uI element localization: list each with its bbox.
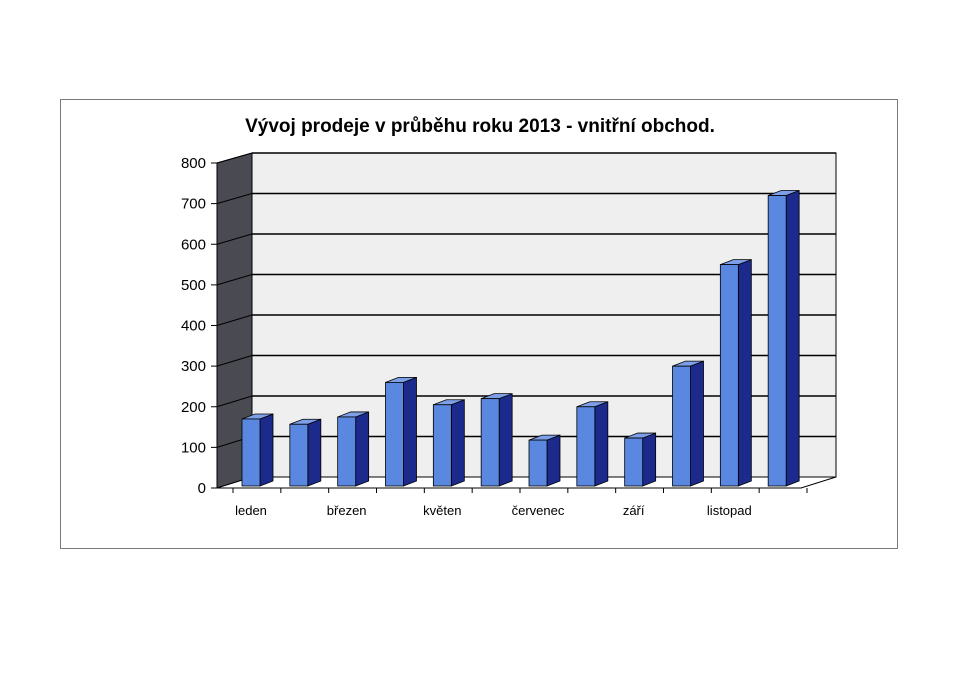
- bar-front: [719, 264, 739, 487]
- gridline-side: [216, 233, 253, 245]
- gridline-side: [216, 274, 253, 286]
- x-tick-label: listopad: [707, 503, 752, 518]
- gridline-side: [216, 395, 253, 408]
- x-tick-label: květen: [423, 503, 461, 518]
- bar-side: [403, 376, 417, 487]
- bar-front: [337, 416, 357, 487]
- bar: [576, 401, 609, 487]
- x-tick-label: červenec: [512, 503, 565, 518]
- bar-front: [241, 418, 261, 487]
- chart-title: Vývoj prodeje v průběhu roku 2013 - vnit…: [245, 116, 715, 137]
- x-tick-label: září: [623, 503, 645, 518]
- bar-front: [480, 398, 500, 487]
- bar-side: [785, 189, 800, 487]
- gridline-side: [216, 355, 253, 367]
- bar: [624, 432, 657, 487]
- y-tick-label: 100: [181, 439, 206, 456]
- bar-side: [546, 434, 561, 487]
- bar-front: [624, 437, 644, 487]
- y-tick-label: 400: [181, 318, 206, 335]
- gridline-side: [216, 152, 253, 164]
- bar: [432, 399, 465, 487]
- bar-front: [432, 404, 452, 487]
- y-tick-label: 500: [181, 277, 206, 294]
- bar: [241, 413, 274, 487]
- y-tick-label: 300: [181, 358, 206, 375]
- bar: [719, 259, 752, 487]
- bar-side: [690, 360, 704, 487]
- bar-side: [498, 393, 513, 487]
- bar-side: [307, 418, 322, 487]
- x-axis-labels: leden březen květen červenec září listopad: [232, 488, 808, 518]
- bar: [385, 376, 417, 487]
- bar: [672, 360, 704, 487]
- gridline-side: [216, 193, 253, 205]
- bar: [767, 189, 800, 487]
- y-tick-label: 800: [181, 155, 206, 172]
- bar-side: [355, 411, 370, 487]
- y-axis-labels: 0 100 200 300 400 500 600 700 800: [181, 155, 206, 497]
- bar-side: [259, 413, 274, 487]
- bar-front: [528, 439, 548, 487]
- bar: [289, 418, 322, 487]
- y-tick-label: 0: [198, 480, 206, 497]
- bar-front: [672, 365, 691, 487]
- bar-front: [767, 195, 787, 487]
- gridline-side: [216, 314, 253, 326]
- bar-front: [289, 423, 309, 487]
- bar: [528, 434, 561, 487]
- bar-front: [385, 382, 404, 487]
- bar-front: [576, 406, 596, 487]
- y-tick-label: 200: [181, 399, 206, 416]
- bar: [480, 393, 513, 487]
- y-tick-label: 600: [181, 236, 206, 253]
- bars: [241, 189, 800, 487]
- bar: [337, 411, 370, 487]
- y-tick-label: 700: [181, 196, 206, 213]
- bar-side: [642, 432, 657, 487]
- bar-side: [594, 401, 609, 487]
- bar-side: [737, 259, 752, 487]
- x-tick-label: březen: [327, 503, 367, 518]
- x-tick-label: leden: [235, 503, 267, 518]
- bar-side: [450, 399, 465, 487]
